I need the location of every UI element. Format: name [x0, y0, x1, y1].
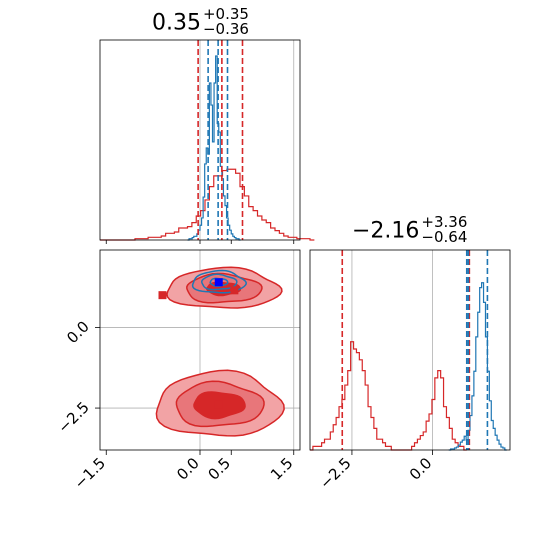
panel-frame [99, 39, 301, 241]
x-tick-label: 1.5 [267, 454, 297, 484]
x-tick-label: 0.0 [406, 454, 436, 484]
title-param1-plus: +0.35 [202, 5, 249, 23]
hist-param2-blue [448, 282, 507, 451]
panel-2d-joint: −1.5 0.0 0.5 1.50.0−2.5 [54, 249, 301, 493]
marker-red [214, 400, 223, 409]
marker-blue [214, 278, 223, 287]
hist-param2-red [310, 341, 467, 451]
x-tick-label: 0.0 [173, 454, 203, 484]
hist-param1-blue [187, 55, 241, 241]
title-param2-minus: −0.64 [421, 228, 468, 246]
x-tick-label: −1.5 [71, 454, 109, 492]
title-param1: 0.35 +0.35 −0.36 [152, 5, 249, 40]
panel-hist-param1 [99, 39, 315, 244]
title-param2-plus: +3.36 [421, 213, 468, 231]
title-param2: −2.16 +3.36 −0.64 [352, 213, 468, 248]
title-param1-median: 0.35 [152, 10, 201, 36]
title-param2-median: −2.16 [352, 218, 420, 244]
x-tick-label: 0.5 [204, 454, 234, 484]
y-tick-label: 0.0 [63, 318, 93, 348]
y-tick-label: −2.5 [54, 398, 92, 436]
title-param1-minus: −0.36 [202, 20, 249, 38]
hist-param1-red [100, 168, 315, 241]
x-tick-label: −2.5 [316, 454, 354, 492]
joint-content [100, 250, 300, 450]
panel-frame [309, 249, 511, 451]
panel-hist-param2: −2.5 0.0 [309, 249, 511, 493]
marker-red [230, 286, 239, 295]
contour-blue-level-2 [201, 273, 238, 291]
marker-red [158, 291, 167, 300]
